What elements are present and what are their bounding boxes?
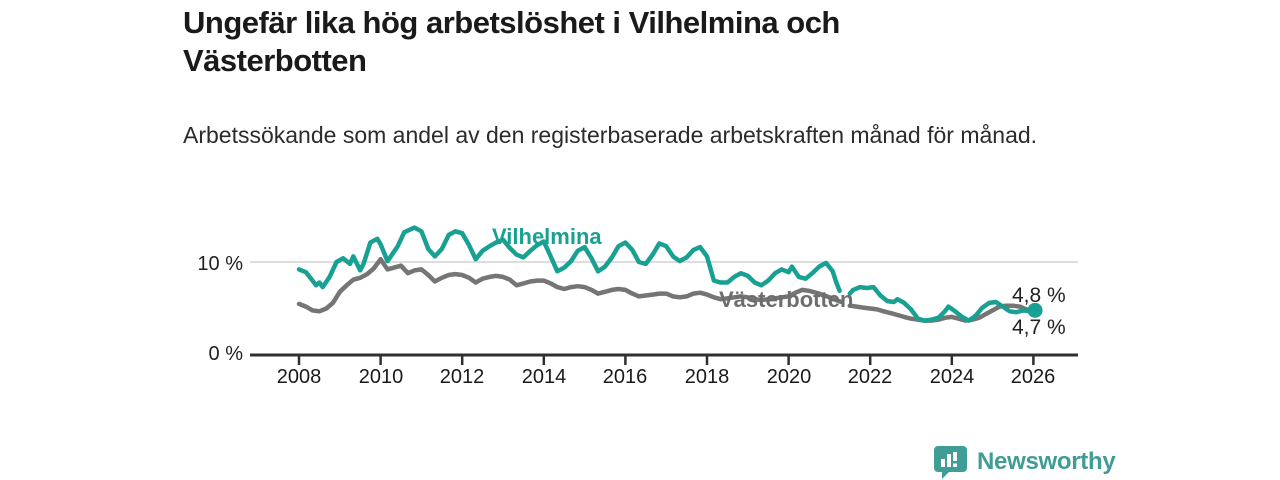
y-axis-label-10: 10 % xyxy=(197,253,243,275)
series-label-vilhelmina: Vilhelmina xyxy=(492,224,602,249)
x-tick-2008: 2008 xyxy=(276,366,322,388)
x-tick-2014: 2014 xyxy=(521,366,567,388)
series-label-vasterbotten: Västerbotten xyxy=(719,287,854,312)
bar-chart-speech-bubble-icon xyxy=(934,446,967,479)
v-sterbotten-line xyxy=(296,256,844,314)
newsworthy-brand: Newsworthy xyxy=(933,445,1116,479)
x-tick-2010: 2010 xyxy=(358,366,404,388)
vilhelmina-end-dot xyxy=(1027,302,1043,318)
page-title: Ungefär lika hög arbetslöshet i Vilhelmi… xyxy=(183,5,840,78)
y-axis-label-0: 0 % xyxy=(208,343,243,365)
vilhelmina-line xyxy=(296,225,842,294)
x-tick-2022: 2022 xyxy=(847,366,893,388)
end-value-vilhelmina: 4,8 % xyxy=(1012,284,1066,307)
x-tick-2026: 2026 xyxy=(1010,366,1056,388)
vilhelmina-line xyxy=(847,284,1038,323)
brand-name: Newsworthy xyxy=(977,448,1116,475)
chart-subtitle: Arbetssökande som andel av den registerb… xyxy=(183,122,1038,148)
x-tick-2012: 2012 xyxy=(439,366,485,388)
x-tick-2020: 2020 xyxy=(766,366,812,388)
x-tick-2016: 2016 xyxy=(602,366,648,388)
x-tick-2024: 2024 xyxy=(929,366,975,388)
x-tick-2018: 2018 xyxy=(684,366,730,388)
end-value-vasterbotten: 4,7 % xyxy=(1012,316,1066,339)
